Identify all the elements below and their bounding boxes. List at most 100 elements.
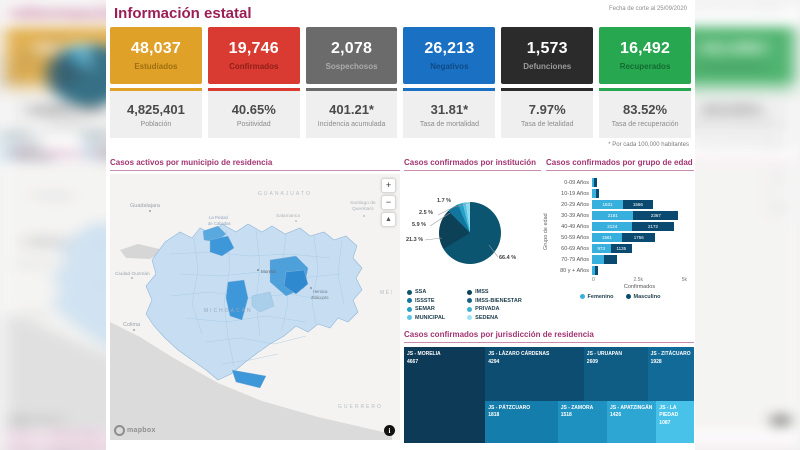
legend-label: SEMAR: [415, 306, 435, 312]
age-category-label: 10-19 Años: [561, 190, 589, 197]
map-place-labels: Guadalajara GUANAJUATO Salamanca Santiag…: [115, 191, 392, 410]
bar-segment-femenino: [592, 178, 595, 187]
legend-label: MUNICIPAL: [415, 314, 446, 321]
legend-dot-icon: [407, 315, 412, 320]
xtick-2-5k: 2.5k: [633, 277, 643, 283]
pie-legend-item[interactable]: SEMAR: [407, 306, 445, 312]
bar-segment-masculino: 2172: [632, 222, 674, 231]
legend-masculino: Masculino: [625, 294, 660, 300]
label-colima: Colima: [123, 322, 141, 328]
bar-segment-masculino: 1756: [622, 233, 656, 242]
zoom-in-button[interactable]: +: [381, 178, 396, 193]
kpi-card-estudiados[interactable]: 48,037 Estudiados: [110, 27, 202, 84]
rate-label: Incidencia acumulada: [317, 120, 386, 128]
age-category-label: 50-59 Años: [561, 234, 589, 241]
jurisdiction-treemap[interactable]: JS - MORELIA 4667 JS - LÁZARO CÁRDENAS 4294…: [404, 347, 694, 443]
label-morelia: Morelia: [261, 269, 276, 274]
treemap-cell[interactable]: JS - ZAMORA 1518: [557, 400, 607, 443]
age-category-label: 80 y + Años: [560, 267, 589, 274]
age-chart-xaxis: 0 2.5k 5k: [592, 277, 687, 283]
pie-legend-item[interactable]: PRIVADA: [467, 306, 522, 312]
pie-legend-item[interactable]: MUNICIPAL: [407, 315, 445, 321]
pie-legend-item[interactable]: SEDENA: [467, 315, 522, 321]
age-category-label: 70-79 Años: [561, 256, 589, 263]
rate-value: 83.52%: [623, 101, 668, 117]
kpi-card-sospechosos[interactable]: 2,078 Sospechosos: [305, 27, 398, 84]
active-case-municipalities[interactable]: [202, 225, 309, 389]
pie-legend-item[interactable]: ISSSTE: [407, 298, 445, 304]
age-category-label: 30-39 Años: [561, 212, 589, 219]
zoom-out-button[interactable]: −: [381, 195, 396, 210]
treemap-cell-value: 1426: [610, 412, 622, 419]
map-info-button[interactable]: i: [384, 425, 395, 436]
treemap-cell[interactable]: JS - MORELIA 4667: [404, 347, 486, 443]
age-stacked-bar[interactable]: 2181 2367: [592, 211, 679, 220]
mapbox-attribution[interactable]: mapbox: [114, 425, 156, 436]
age-bar-row: 10-19 Años: [552, 188, 694, 199]
choropleth-map[interactable]: Guadalajara GUANAJUATO Salamanca Santiag…: [110, 174, 400, 440]
rate-label: Positividad: [236, 120, 271, 128]
bar-segment-masculino: 1566: [623, 200, 653, 209]
treemap-cell[interactable]: JS - LÁZARO CÁRDENAS 4294: [485, 347, 584, 401]
kpi-card-negativos[interactable]: 26,213 Negativos: [403, 27, 496, 84]
age-stacked-bar[interactable]: 973 1135: [592, 244, 633, 253]
kpi-card-confirmados[interactable]: 19,746 Confirmados: [207, 27, 300, 84]
map-panel-title: Casos activos por municipio de residenci…: [110, 158, 400, 171]
kpi-card-defunciones[interactable]: 1,573 Defunciones: [501, 27, 594, 84]
age-stacked-bar[interactable]: [592, 266, 598, 275]
dashboard: Información estatal Fecha de corte al 25…: [106, 0, 695, 450]
age-category-label: 40-49 Años: [561, 223, 589, 230]
pie-legend-item[interactable]: SSA: [407, 289, 445, 295]
bar-segment-femenino: [592, 189, 596, 198]
institution-pie-chart[interactable]: [439, 202, 501, 264]
kpi-card-recuperados[interactable]: 16,492 Recuperados: [599, 27, 691, 84]
rate-card-positividad[interactable]: 40.65% Positividad: [207, 88, 300, 138]
treemap-cell[interactable]: JS - LA PIEDAD 1087: [656, 400, 694, 443]
xtick-0: 0: [592, 277, 595, 283]
age-stacked-bar[interactable]: [592, 178, 598, 187]
age-stacked-bar[interactable]: [592, 255, 617, 264]
legend-label: SEDENA: [475, 314, 499, 321]
rate-value: 4,825,401: [126, 101, 185, 117]
pie-legend-item[interactable]: IMSS: [467, 289, 522, 295]
age-stacked-bar[interactable]: 1631 1566: [592, 200, 653, 209]
xtick-5k: 5k: [681, 277, 687, 283]
age-stacked-bar[interactable]: 1581 1756: [592, 233, 656, 242]
rate-card-mortalidad[interactable]: 31.81* Tasa de mortalidad: [403, 88, 496, 138]
treemap-cell-name: JS - URUAPAN: [586, 351, 622, 357]
compass-button[interactable]: ▲: [381, 212, 396, 227]
age-stacked-bar[interactable]: [592, 189, 600, 198]
kpi-label: Estudiados: [134, 62, 178, 71]
age-stacked-bar[interactable]: 2124 2172: [592, 222, 674, 231]
treemap-cell-name: JS - ZITÁCUARO: [650, 351, 691, 357]
age-category-label: 0-09 Años: [564, 179, 589, 186]
svg-text:Colima: Colima: [23, 312, 47, 318]
treemap-cell[interactable]: JS - APATZINGÁN 1426: [607, 400, 657, 443]
treemap-cell[interactable]: JS - PÁTZCUARO 1818: [485, 400, 558, 443]
ocean-shape: [110, 322, 392, 440]
treemap-cell[interactable]: JS - ZITÁCUARO 1928: [647, 347, 694, 401]
age-bar-chart[interactable]: 0-09 Años 10-19 Años 20-29 Años 1631 1566 30-…: [552, 177, 694, 276]
age-bar-row: 20-29 Años 1631 1566: [552, 199, 694, 210]
label-zitacuaro-1: Heroica: [313, 289, 328, 294]
rate-card-incidencia[interactable]: 401.21* Incidencia acumulada: [305, 88, 398, 138]
pie-leader-lines: [424, 202, 499, 258]
bar-segment-femenino: 1631: [592, 200, 623, 209]
rate-card-letalidad[interactable]: 7.97% Tasa de letalidad: [501, 88, 594, 138]
rate-card-poblacion[interactable]: 4,825,401 Población: [110, 88, 202, 138]
legend-dot-icon: [407, 298, 412, 303]
age-bar-row: 0-09 Años: [552, 177, 694, 188]
rate-value: 31.81*: [430, 101, 469, 117]
pie-label-2-5: 2.5 %: [419, 210, 434, 216]
label-queretaro-1: Santiago de: [350, 200, 376, 206]
per-100k-footnote: * Por cada 100,000 habitantes: [608, 142, 689, 148]
treemap-cell[interactable]: JS - URUAPAN 2609: [583, 347, 648, 401]
label-guadalajara: Guadalajara: [130, 203, 161, 209]
treemap-cell-name: JS - LA PIEDAD: [659, 404, 679, 419]
legend-label: IMSS-BIENESTAR: [475, 297, 522, 304]
pie-legend-item[interactable]: IMSS-BIENESTAR: [467, 298, 522, 304]
pie-legend: SSA ISSSTE SEMAR MUNICIPAL IMSS IMSS-BIENEST…: [407, 289, 522, 321]
rate-card-recuperacion[interactable]: 83.52% Tasa de recuperación: [599, 88, 691, 138]
treemap-cell-name: JS - MORELIA: [407, 351, 441, 357]
treemap-cell-value: 4294: [488, 358, 500, 365]
